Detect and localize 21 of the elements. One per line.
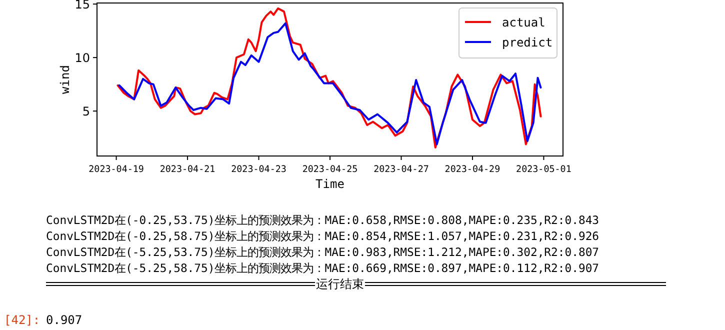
text: ConvLSTM2D在(-5.25,53.75)坐标上的预测效果为：MAE:0.983,RMSE:1.212,MAPE:0.302,R2:0.807 (46, 245, 600, 259)
x-tick-label: 2023-04-23 (231, 164, 286, 175)
x-tick-label: 2023-05-01 (516, 164, 572, 175)
text: [42]: (4, 313, 40, 327)
y-tick-label: 5 (82, 104, 90, 119)
text: ConvLSTM2D在(-5.25,58.75)坐标上的预测效果为：MAE:0.669,RMSE:0.897,MAPE:0.112,R2:0.907 (46, 261, 600, 275)
y-tick-label: 15 (74, 0, 90, 12)
x-tick-label: 2023-04-25 (302, 164, 358, 175)
y-axis-title: wind (58, 65, 72, 94)
text: 运行结束 (316, 277, 364, 291)
text: ConvLSTM2D在(-0.25,53.75)坐标上的预测效果为：MAE:0.658,RMSE:0.808,MAPE:0.235,R2:0.843 (46, 213, 600, 227)
x-axis-title: Time (316, 177, 344, 191)
x-tick-label: 2023-04-19 (88, 164, 144, 175)
x-tick-label: 2023-04-29 (444, 164, 500, 175)
y-tick-label: 10 (74, 51, 90, 66)
legend-label: actual (502, 16, 546, 30)
text: 0.907 (46, 313, 82, 327)
x-tick-label: 2023-04-27 (374, 164, 429, 175)
legend-label: predict (502, 36, 553, 50)
x-tick-label: 2023-04-21 (160, 164, 216, 175)
text: ConvLSTM2D在(-0.25,58.75)坐标上的预测效果为：MAE:0.854,RMSE:1.057,MAPE:0.231,R2:0.926 (46, 229, 600, 243)
